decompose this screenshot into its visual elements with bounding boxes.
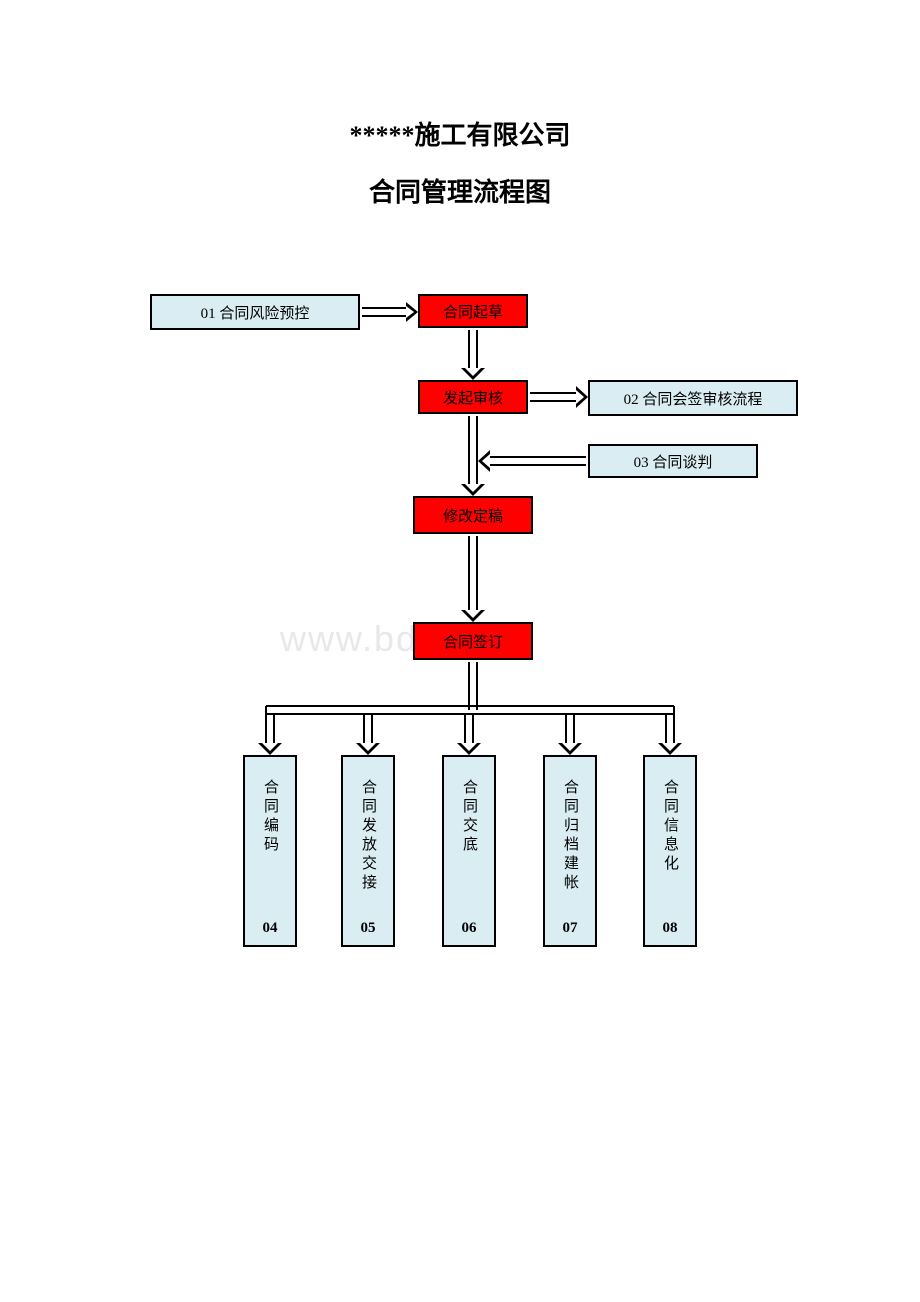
branch-arrow-06: [457, 714, 481, 755]
arrow-review-to-finalize: [461, 416, 485, 496]
ref-node-06: 合同交底 06: [442, 755, 496, 947]
ref-node-02: 02 合同会签审核流程: [588, 380, 798, 416]
node-number: 06: [462, 920, 477, 937]
node-number: 07: [563, 920, 578, 937]
node-label: 合同起草: [443, 301, 503, 322]
arrow-review-to-02: [530, 386, 588, 408]
node-label: 合同信息化: [661, 779, 679, 874]
branch-arrow-04: [258, 714, 282, 755]
ref-node-07: 合同归档建帐 07: [543, 755, 597, 947]
ref-node-08: 合同信息化 08: [643, 755, 697, 947]
arrow-01-to-draft: [362, 302, 418, 322]
branch-arrow-05: [356, 714, 380, 755]
node-label: 发起审核: [443, 387, 503, 408]
arrow-03-to-center: [478, 450, 586, 472]
node-label: 合同归档建帐: [561, 779, 579, 893]
node-label: 合同编码: [261, 779, 279, 855]
node-label: 02 合同会签审核流程: [624, 388, 763, 409]
arrow-finalize-to-sign: [461, 536, 485, 622]
node-label: 03 合同谈判: [634, 451, 713, 472]
node-label: 修改定稿: [443, 505, 503, 526]
ref-node-05: 合同发放交接 05: [341, 755, 395, 947]
branch-arrow-08: [658, 714, 682, 755]
process-node-sign: 合同签订: [413, 622, 533, 660]
ref-node-01: 01 合同风险预控: [150, 294, 360, 330]
arrow-draft-to-review: [461, 330, 485, 380]
node-label: 合同签订: [443, 631, 503, 652]
node-number: 08: [663, 920, 678, 937]
node-number: 05: [361, 920, 376, 937]
process-node-draft: 合同起草: [418, 294, 528, 328]
node-label: 合同交底: [460, 779, 478, 855]
node-label: 01 合同风险预控: [201, 302, 310, 323]
branch-bar: [266, 706, 674, 714]
ref-node-04: 合同编码 04: [243, 755, 297, 947]
process-node-review: 发起审核: [418, 380, 528, 414]
arrow-sign-to-branch: [469, 662, 477, 710]
process-node-finalize: 修改定稿: [413, 496, 533, 534]
ref-node-03: 03 合同谈判: [588, 444, 758, 478]
branch-arrow-07: [558, 714, 582, 755]
node-number: 04: [263, 920, 278, 937]
flowchart-diagram: 01 合同风险预控 合同起草 发起审核 02 合同会签审核流程 03 合同谈判 …: [0, 0, 920, 1302]
node-label: 合同发放交接: [359, 779, 377, 893]
